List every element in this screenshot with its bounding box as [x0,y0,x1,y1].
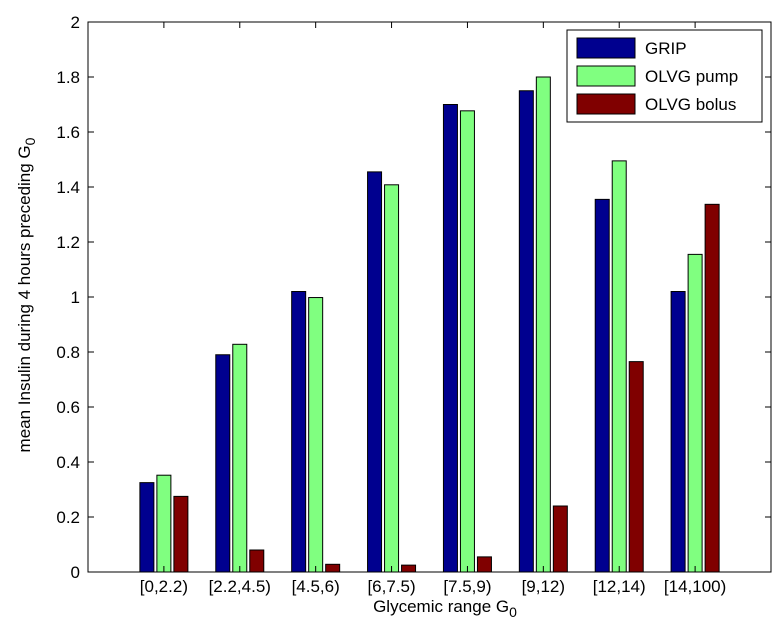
bar-olvg-pump [156,474,172,573]
bar-olvg-bolus [249,549,265,573]
legend-swatch [576,65,636,87]
bar-olvg-pump [611,160,627,573]
bar-grip [215,354,231,573]
bar-olvg-pump [384,184,400,573]
y-tick-label: 0.8 [56,343,80,362]
y-tick-label: 1.8 [56,68,80,87]
y-tick-label: 1.4 [56,178,80,197]
x-tick-label: [12,14) [593,577,646,596]
bar-olvg-bolus [173,495,189,573]
y-tick-label: 1.6 [56,123,80,142]
x-axis-label-subscript: 0 [509,604,517,620]
legend-label: OLVG pump [645,67,738,86]
bar-olvg-bolus [552,505,568,573]
bar-grip [670,291,686,573]
bar-grip [518,90,534,573]
legend-label: OLVG bolus [645,95,736,114]
x-tick-label: [7.5,9) [443,577,491,596]
x-axis-label-text: Glycemic range G [373,597,509,616]
bar-olvg-pump [308,297,324,573]
x-tick-label: [9,12) [522,577,565,596]
bar-olvg-bolus [704,203,720,573]
x-tick-label: [2.2,4.5) [209,577,271,596]
bar-olvg-pump [687,253,703,573]
bar-olvg-bolus [325,563,341,573]
x-axis-label: Glycemic range G0 [373,597,517,620]
bar-olvg-pump [232,343,248,573]
x-tick-label: [0,2.2) [140,577,188,596]
bar-olvg-bolus [628,361,644,573]
bar-grip [139,482,155,573]
legend: GRIP OLVG pump OLVG bolus [566,29,763,123]
x-tick-label: [14,100) [664,577,726,596]
bar-olvg-pump [535,76,551,573]
y-tick-label: 1 [71,288,80,307]
bars-group [139,76,720,573]
legend-label: GRIP [645,39,687,58]
x-tick-label: [4.5,6) [292,577,340,596]
bar-grip [594,198,610,573]
bar-olvg-bolus [476,556,492,573]
y-axis-label-text: mean Insulin during 4 hours preceding G [15,145,34,452]
y-tick-label: 0 [71,563,80,582]
bar-grip [442,104,458,573]
y-tick-label: 1.2 [56,233,80,252]
legend-swatch [576,37,636,59]
y-axis-ticks: 0 0.2 0.4 0.6 0.8 1 1.2 1.4 1.6 1.8 2 [56,13,771,582]
y-axis-label-subscript: 0 [22,137,38,145]
y-tick-label: 0.4 [56,453,80,472]
bar-olvg-pump [459,110,475,573]
x-axis-ticks: [0,2.2) [2.2,4.5) [4.5,6) [6,7.5) [7.5,9) [9,… [140,22,726,596]
y-axis-label: mean Insulin during 4 hours preceding G0 [15,137,38,452]
y-tick-label: 2 [71,13,80,32]
bar-grip [367,171,383,573]
y-tick-label: 0.2 [56,508,80,527]
y-tick-label: 0.6 [56,398,80,417]
legend-swatch [576,93,636,115]
bar-grip [291,291,307,573]
bar-olvg-bolus [401,564,417,573]
x-tick-label: [6,7.5) [367,577,415,596]
